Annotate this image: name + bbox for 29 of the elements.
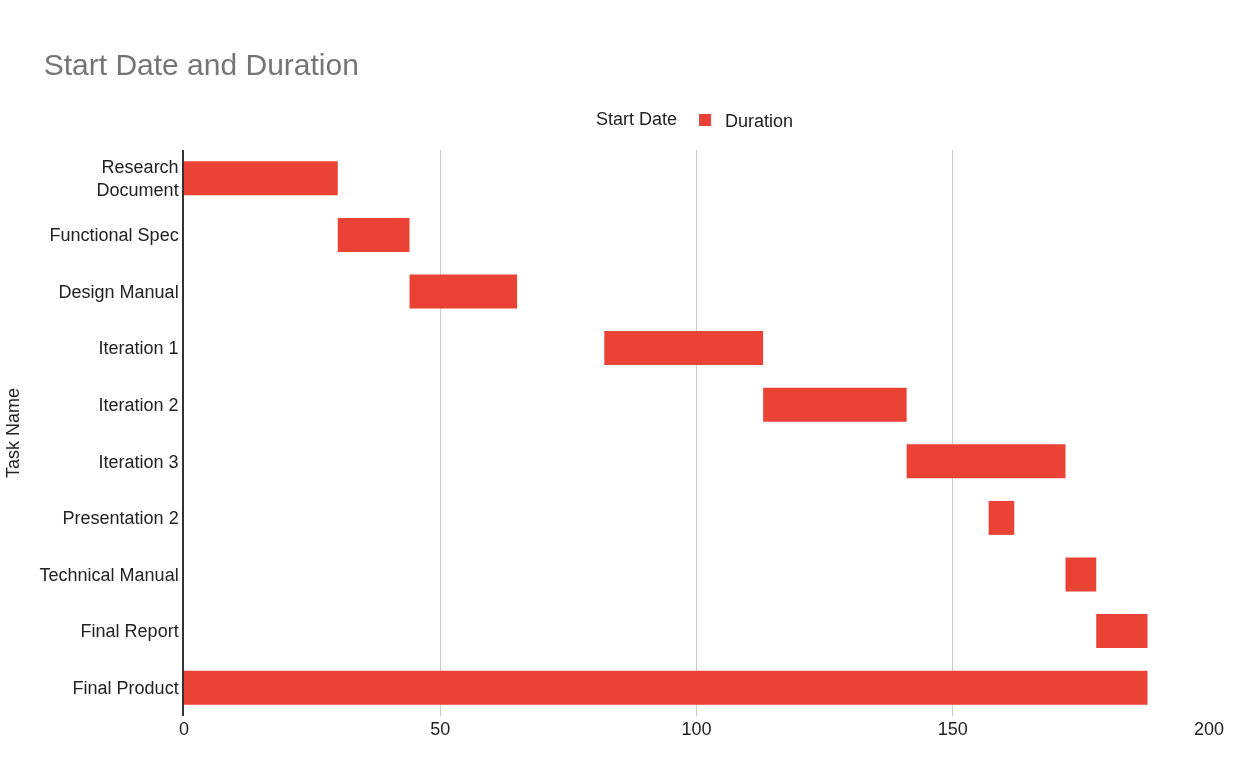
y-tick-label: Functional Spec [49, 225, 179, 246]
bar [184, 670, 1148, 705]
bar [184, 161, 338, 196]
bar [906, 444, 1066, 479]
y-tick-label: Iteration 2 [98, 395, 179, 415]
x-tick-label: 150 [937, 719, 968, 739]
bar [1065, 557, 1097, 592]
y-tick-label: Iteration 3 [98, 451, 179, 472]
x-tick-label: 0 [178, 719, 190, 739]
legend-label: Duration [725, 110, 794, 131]
bar [409, 274, 518, 309]
x-tick-label: 200 [1193, 719, 1225, 739]
y-tick-label: Research Document [96, 156, 179, 201]
y-tick-label: Iteration 1 [98, 338, 179, 359]
y-tick-label: Technical Manual [39, 564, 179, 585]
y-tick-label: Presentation 2 [62, 508, 179, 529]
y-tick-label: Final Report [80, 621, 179, 642]
chart-title: Start Date and Duration [43, 48, 359, 82]
bar [988, 500, 1015, 535]
bar [763, 387, 907, 422]
y-axis-title: Task Name [3, 387, 24, 479]
x-tick-label: 50 [430, 719, 451, 739]
bar [604, 331, 764, 366]
bar [1096, 614, 1148, 649]
x-tick-label: 100 [681, 719, 712, 739]
y-tick-label: Design Manual [58, 281, 179, 302]
legend-title: Start Date [596, 109, 678, 130]
bar [337, 217, 410, 252]
y-tick-label: Final Product [72, 678, 179, 698]
